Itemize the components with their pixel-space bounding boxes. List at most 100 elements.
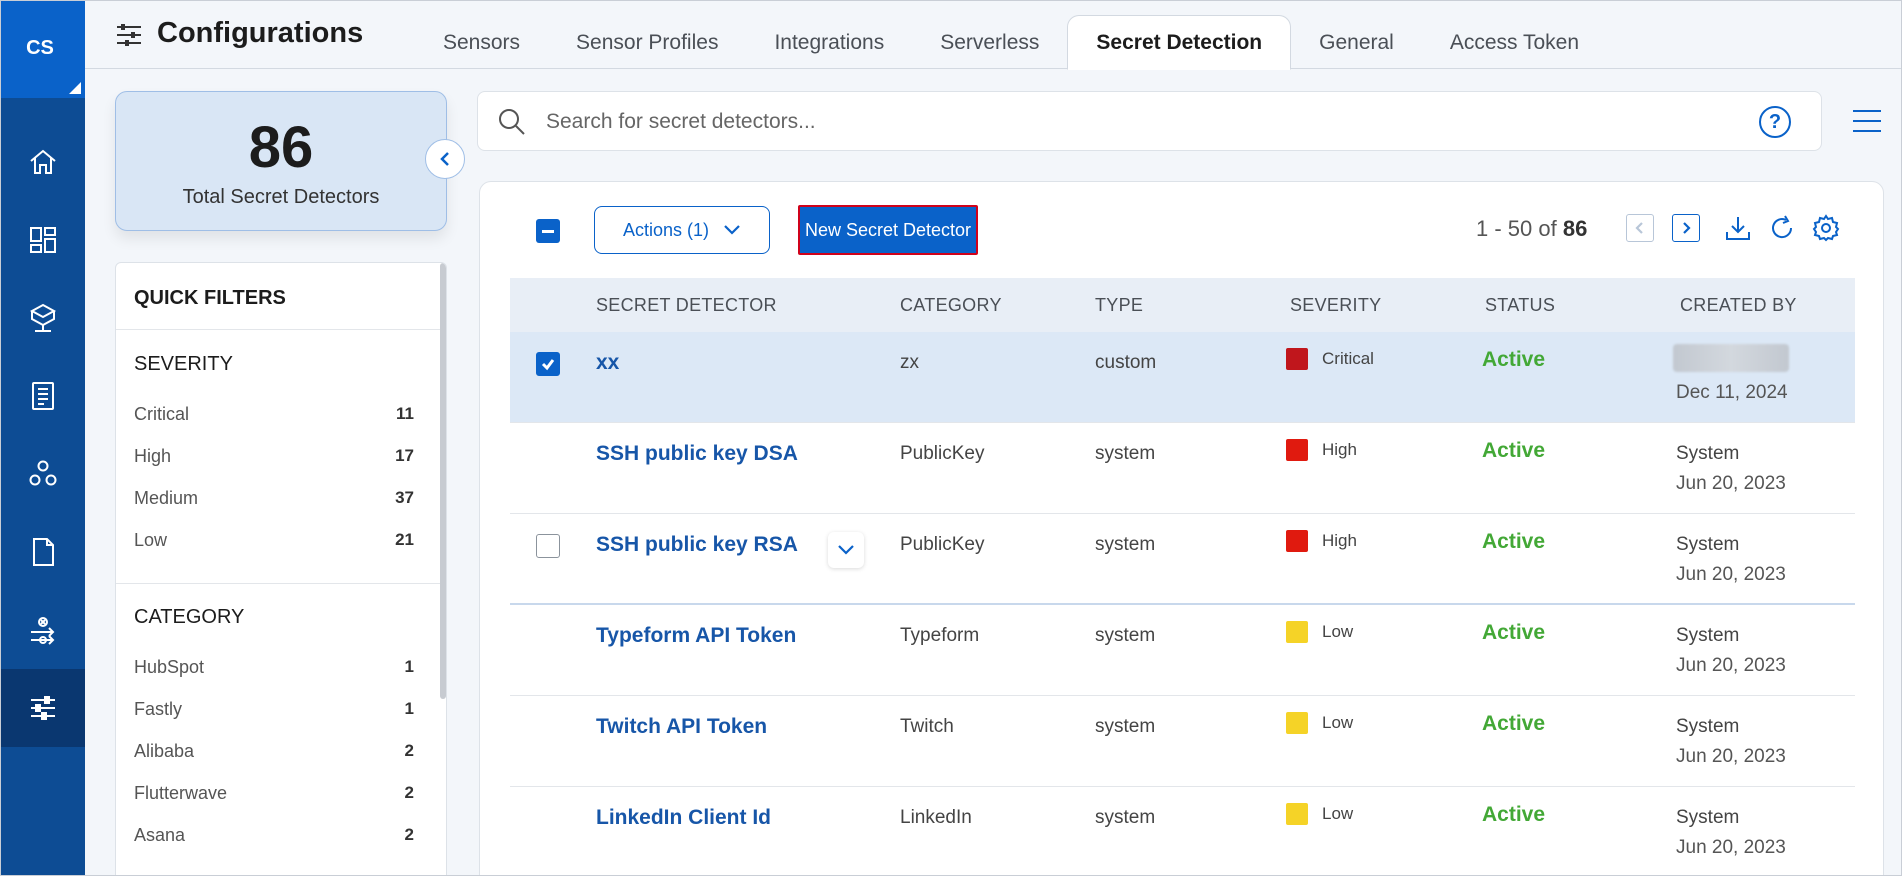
created-date: Jun 20, 2023 (1676, 655, 1786, 676)
column-header-type[interactable]: TYPE (1095, 295, 1144, 315)
filter-severity-medium[interactable]: Medium 37 (134, 484, 414, 512)
severity-label: High (1322, 440, 1357, 459)
severity-color-swatch (1286, 621, 1308, 643)
user-initials: CS (26, 37, 54, 59)
row-checkbox[interactable] (536, 352, 560, 376)
select-all-checkbox[interactable] (536, 219, 560, 243)
filter-severity-high[interactable]: High 17 (134, 442, 414, 470)
filter-category-asana[interactable]: Asana 2 (134, 821, 414, 849)
actions-dropdown-button[interactable]: Actions (1) (594, 206, 770, 254)
dashboard-icon[interactable] (1, 201, 85, 279)
detector-name-link[interactable]: Twitch API Token (596, 715, 768, 738)
filter-severity-critical[interactable]: Critical 11 (134, 400, 414, 428)
sliders-icon[interactable] (1, 669, 85, 747)
column-header-created-by[interactable]: CREATED BY (1680, 295, 1797, 315)
cube-network-icon[interactable] (1, 279, 85, 357)
filter-label: Asana (134, 824, 186, 845)
filter-count: 21 (395, 530, 414, 549)
created-by: System (1676, 716, 1740, 737)
table-row[interactable]: LinkedIn Client Id LinkedIn system Low A… (510, 787, 1855, 875)
filter-label: Low (134, 529, 168, 550)
table-row[interactable]: Typeform API Token Typeform system Low A… (510, 605, 1855, 696)
created-date: Jun 20, 2023 (1676, 473, 1786, 494)
table-row[interactable]: SSH public key RSA PublicKey system High… (510, 514, 1855, 605)
filter-severity-low[interactable]: Low 21 (134, 526, 414, 554)
user-menu[interactable]: CS (1, 1, 85, 98)
download-icon[interactable] (1722, 212, 1754, 244)
search-input[interactable] (546, 102, 1646, 142)
filter-category-hubspot[interactable]: HubSpot 1 (134, 653, 414, 681)
total-detectors-label: Total Secret Detectors (182, 186, 380, 208)
filter-label: Medium (134, 487, 199, 508)
severity-badge: High (1286, 530, 1357, 552)
table-row[interactable]: SSH public key DSA PublicKey system High… (510, 423, 1855, 514)
prev-page-button[interactable] (1626, 214, 1654, 242)
help-icon[interactable]: ? (1759, 106, 1791, 138)
detector-name-link[interactable]: SSH public key DSA (596, 442, 798, 465)
detector-type: system (1095, 625, 1156, 646)
settings-flow-icon[interactable] (1, 591, 85, 669)
detector-type: system (1095, 443, 1156, 464)
filter-category-alibaba[interactable]: Alibaba 2 (134, 737, 414, 765)
tab-sensors[interactable]: Sensors (443, 30, 521, 54)
tab-integrations[interactable]: Integrations (774, 30, 885, 54)
filter-count: 2 (404, 783, 414, 802)
filter-count: 17 (395, 446, 414, 465)
detector-category: zx (900, 352, 919, 373)
chevron-down-icon (838, 545, 854, 555)
filter-category-flutterwave[interactable]: Flutterwave 2 (134, 779, 414, 807)
new-secret-detector-button[interactable]: New Secret Detector (798, 205, 978, 255)
detector-type: custom (1095, 352, 1157, 373)
home-icon[interactable] (1, 123, 85, 201)
detector-name-link[interactable]: Typeform API Token (596, 624, 797, 647)
table-header: SECRET DETECTOR CATEGORY TYPE SEVERITY S… (510, 278, 1855, 332)
page-header: Configurations Sensors Sensor Profiles I… (85, 1, 1901, 70)
row-expand-button[interactable] (828, 532, 864, 568)
divider (116, 583, 440, 584)
hexagon-nodes-icon[interactable] (1, 435, 85, 513)
tab-secret-detection[interactable]: Secret Detection (1067, 15, 1292, 70)
severity-badge: High (1286, 439, 1357, 461)
status-badge: Active (1482, 621, 1546, 644)
pagination-range: 1 - 50 of (1476, 216, 1557, 241)
tab-general[interactable]: General (1319, 30, 1394, 54)
tab-access-token[interactable]: Access Token (1449, 30, 1580, 54)
chevron-left-icon (1635, 222, 1643, 234)
detector-category: Twitch (900, 716, 954, 737)
document-icon[interactable] (1, 513, 85, 591)
table-row[interactable]: Twitch API Token Twitch system Low Activ… (510, 696, 1855, 787)
filter-count: 2 (404, 825, 414, 844)
search-icon (499, 109, 525, 135)
severity-color-swatch (1286, 530, 1308, 552)
hamburger-menu-icon[interactable] (1851, 109, 1883, 133)
report-icon[interactable] (1, 357, 85, 435)
detectors-table-card: Actions (1) New Secret Detector 1 - 50 o… (479, 181, 1884, 875)
collapse-panel-button[interactable] (425, 139, 465, 179)
filter-label: Alibaba (134, 740, 195, 761)
category-filter-title: CATEGORY (134, 606, 245, 628)
column-header-status[interactable]: STATUS (1485, 295, 1556, 315)
column-header-severity[interactable]: SEVERITY (1290, 295, 1382, 315)
total-detectors-card: 86 Total Secret Detectors (115, 91, 447, 231)
next-page-button[interactable] (1672, 214, 1700, 242)
detector-name-link[interactable]: SSH public key RSA (596, 533, 798, 556)
filter-category-fastly[interactable]: Fastly 1 (134, 695, 414, 723)
tab-sensor-profiles[interactable]: Sensor Profiles (576, 30, 719, 54)
search-bar: ? (477, 91, 1822, 151)
refresh-icon[interactable] (1766, 212, 1798, 244)
table-row[interactable]: xx zx custom Critical Active Dec 11, 202… (510, 332, 1855, 423)
pagination-summary: 1 - 50 of 86 (1476, 216, 1587, 242)
gear-icon[interactable] (1810, 212, 1842, 244)
detector-name-link[interactable]: xx (596, 351, 620, 374)
tab-serverless[interactable]: Serverless (940, 30, 1040, 54)
filters-scrollbar[interactable] (440, 263, 446, 699)
configurations-icon (117, 24, 141, 46)
column-header-category[interactable]: CATEGORY (900, 295, 1002, 315)
total-detectors-count: 86 (248, 115, 314, 180)
filter-label: High (134, 445, 172, 466)
detector-name-link[interactable]: LinkedIn Client Id (596, 806, 772, 829)
column-header-secret-detector[interactable]: SECRET DETECTOR (596, 295, 777, 315)
filter-label: Fastly (134, 698, 183, 719)
row-checkbox[interactable] (536, 534, 560, 558)
quick-filters-panel: QUICK FILTERS SEVERITY Critical 11 High … (115, 262, 447, 875)
